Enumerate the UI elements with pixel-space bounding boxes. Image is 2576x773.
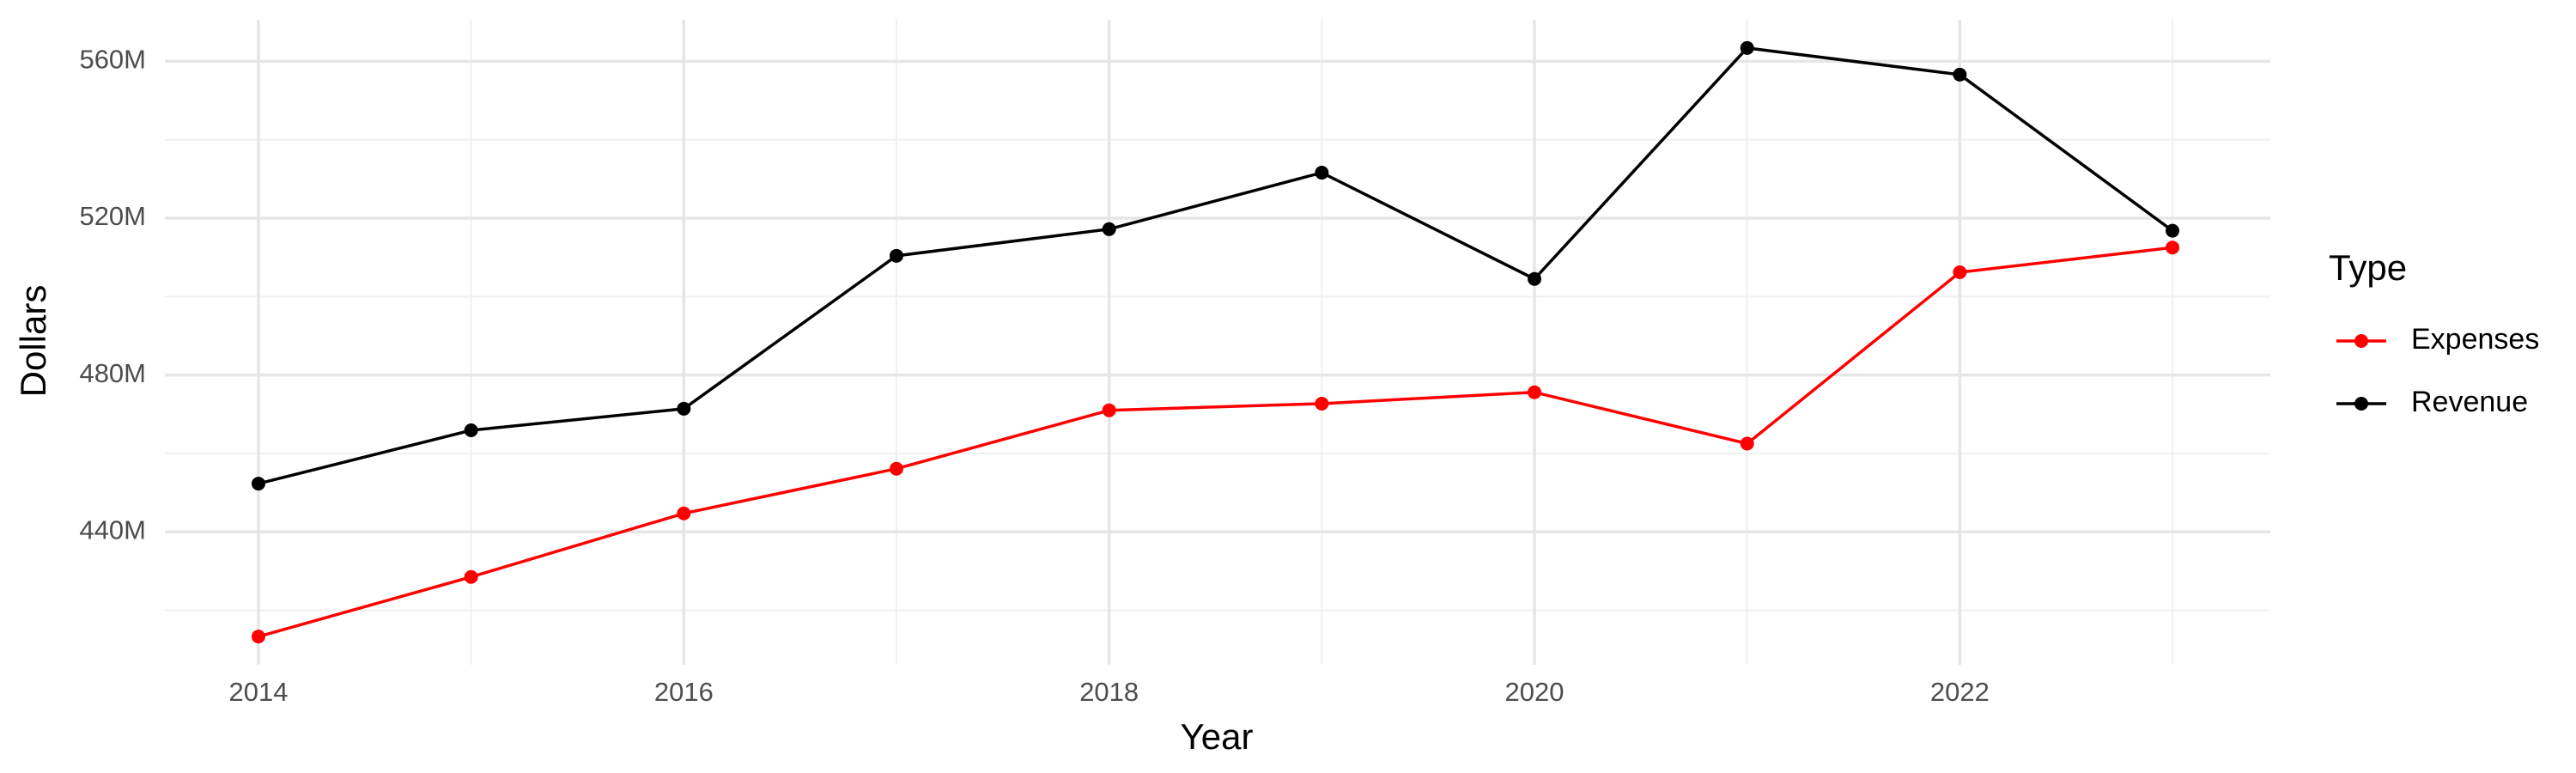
point [1315, 396, 1329, 411]
point [677, 506, 691, 520]
series-line [258, 246, 2173, 638]
point [464, 423, 478, 437]
legend-title: Type [2329, 247, 2407, 288]
x-tick-label: 2020 [1505, 677, 1564, 707]
point [890, 461, 904, 476]
point [1528, 271, 1542, 286]
point [2166, 223, 2180, 238]
y-tick-label: 560M [79, 45, 146, 75]
legend-key-point [2354, 397, 2368, 411]
point [1953, 67, 1967, 82]
legend-label: Expenses [2411, 323, 2539, 356]
point [1102, 222, 1116, 236]
y-tick-label: 440M [79, 514, 146, 545]
legend-key-point [2354, 334, 2368, 348]
point [1528, 385, 1542, 399]
y-tick-label: 520M [79, 201, 146, 231]
point [464, 569, 478, 584]
x-axis-title: Year [1181, 716, 1254, 757]
x-tick-label: 2022 [1930, 677, 1990, 707]
point [2166, 240, 2180, 255]
legend-label: Revenue [2411, 386, 2528, 418]
point [251, 477, 265, 491]
x-tick-label: 2018 [1079, 677, 1139, 707]
x-tick-label: 2016 [654, 677, 714, 707]
point [1102, 403, 1116, 417]
point [1740, 436, 1754, 451]
point [1740, 40, 1754, 55]
y-tick-label: 480M [79, 358, 146, 388]
y-axis-title: Dollars [13, 285, 53, 398]
x-tick-label: 2014 [228, 677, 288, 707]
point [1315, 166, 1329, 180]
point [890, 248, 904, 263]
point [677, 401, 691, 416]
point [1953, 265, 1967, 280]
point [251, 630, 265, 644]
series-line [258, 46, 2174, 485]
